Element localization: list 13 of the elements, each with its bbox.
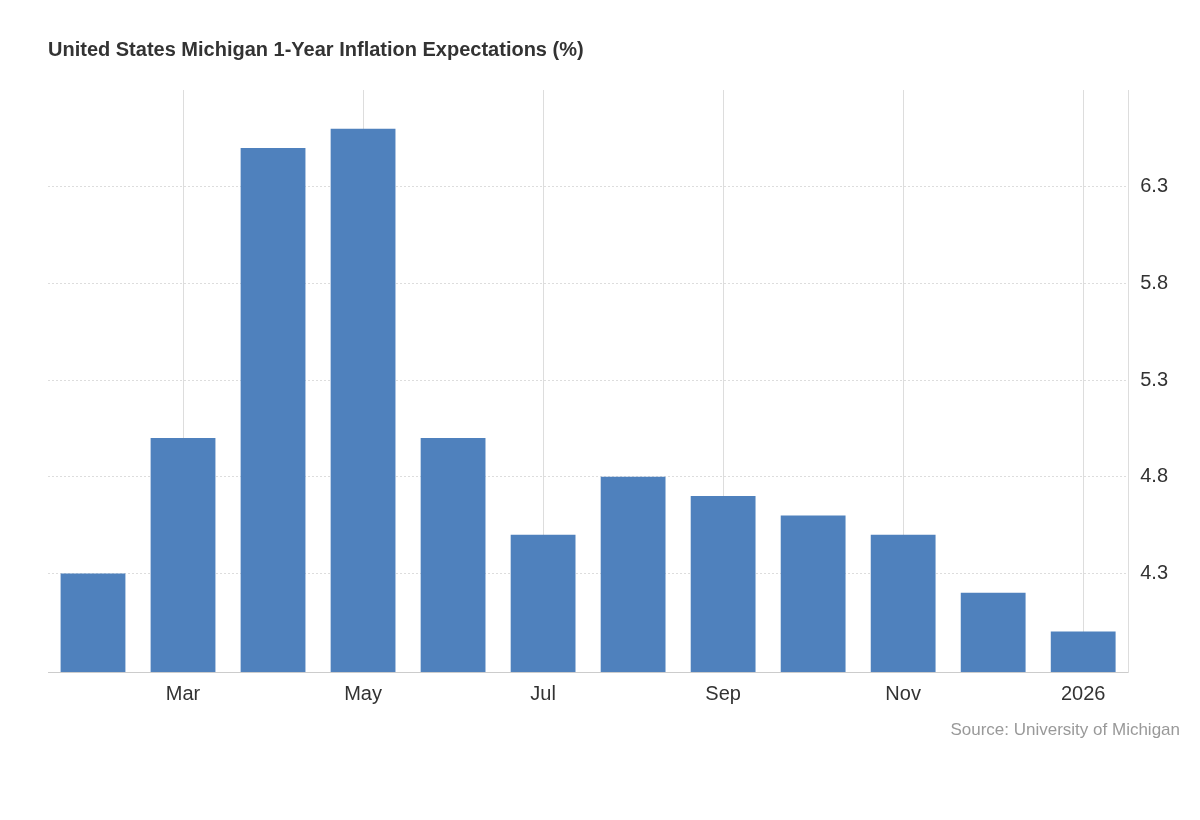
y-tick-label: 4.8 <box>1140 464 1169 487</box>
x-tick-label: May <box>344 681 382 704</box>
x-tick-label: Jul <box>530 681 556 704</box>
y-tick-label: 4.3 <box>1140 560 1169 583</box>
chart-title: United States Michigan 1-Year Inflation Expectations (%) <box>48 38 584 61</box>
y-tick-label: 6.3 <box>1140 174 1169 197</box>
y-tick-label: 5.3 <box>1140 367 1169 390</box>
x-tick-label: Sep <box>705 681 741 704</box>
source-note: Source: University of Michigan <box>950 720 1180 740</box>
x-tick-label: Mar <box>165 681 201 704</box>
y-tick-label: 5.8 <box>1140 270 1169 293</box>
x-tick-label: 2026 <box>1060 681 1106 704</box>
x-tick-label: Nov <box>885 681 921 704</box>
